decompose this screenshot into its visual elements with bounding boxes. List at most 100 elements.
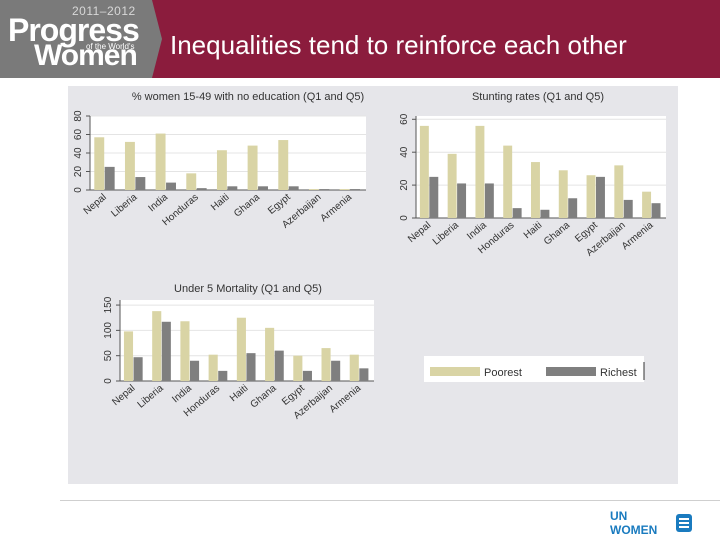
bar-poorest <box>124 141 135 190</box>
un-logo-women-text: WOMEN <box>610 523 657 536</box>
bar-richest <box>288 186 299 190</box>
bar-richest <box>540 209 550 218</box>
bar-richest <box>350 189 360 190</box>
bar-richest <box>359 368 369 381</box>
bar-poorest <box>308 189 319 190</box>
y-tick-label: 100 <box>103 322 114 339</box>
charts-panel: % women 15-49 with no education (Q1 and … <box>68 86 678 484</box>
bar-poorest <box>447 153 457 218</box>
bar-richest <box>246 353 256 381</box>
y-tick-label: 50 <box>103 350 114 362</box>
x-tick-label: Nepal <box>110 383 137 408</box>
x-tick-label: Nepal <box>406 220 433 245</box>
x-tick-label: Egypt <box>266 192 293 217</box>
legend-label-poorest: Poorest <box>484 367 522 379</box>
logo-progress-text: Progress <box>8 12 140 48</box>
x-tick-label: Ghana <box>248 383 278 411</box>
logo-arrow-shape <box>152 0 162 78</box>
logo-ofthe-text: of the World's <box>86 42 135 51</box>
x-tick-label: India <box>146 192 170 215</box>
legend: Poorest Richest <box>424 356 645 382</box>
bar-poorest <box>349 354 359 381</box>
bar-poorest <box>419 125 429 218</box>
bar-poorest <box>642 191 652 218</box>
bar-poorest <box>278 140 289 190</box>
bar-poorest <box>180 321 190 381</box>
bar-richest <box>302 370 312 381</box>
bar-poorest <box>503 145 513 218</box>
x-tick-label: Armenia <box>328 383 364 416</box>
bar-richest <box>227 186 238 190</box>
chart-1: % women 15-49 with no education (Q1 and … <box>73 91 366 231</box>
x-tick-label: Armenia <box>319 192 355 225</box>
x-tick-label: India <box>170 383 194 406</box>
bar-poorest <box>339 189 350 190</box>
x-tick-label: Armenia <box>620 220 656 253</box>
logo-women-text: Women <box>34 39 138 72</box>
chart-3: Under 5 Mortality (Q1 and Q5) 0 50 100 150 Ne… <box>103 283 374 422</box>
logo-years: 2011–2012 <box>72 4 136 18</box>
bar-poorest <box>558 170 568 218</box>
bar-poorest <box>94 137 105 190</box>
legend-label-richest: Richest <box>600 367 637 379</box>
bar-richest <box>133 357 143 381</box>
x-tick-label: Liberia <box>136 383 166 411</box>
charts-svg: % women 15-49 with no education (Q1 and … <box>73 91 666 422</box>
y-tick-label: 20 <box>399 179 410 191</box>
y-tick-label: 0 <box>73 187 84 193</box>
chart-title: % women 15-49 with no education (Q1 and … <box>132 91 364 103</box>
bar-poorest <box>586 175 596 218</box>
x-tick-label: Ghana <box>542 220 572 248</box>
bar-richest <box>258 186 268 190</box>
bar-poorest <box>247 145 258 190</box>
x-tick-label: Haiti <box>209 192 231 213</box>
progress-of-worlds-women-logo: 2011–2012 Progress Women of the World's <box>0 0 152 78</box>
y-tick-label: 80 <box>73 110 84 122</box>
slide-title: Inequalities tend to reinforce each othe… <box>170 30 627 60</box>
chart-2: Stunting rates (Q1 and Q5) 0 20 40 60 NepalLi… <box>399 91 666 259</box>
bar-poorest <box>152 311 162 381</box>
x-tick-label: Liberia <box>431 220 461 248</box>
bar-richest <box>623 199 633 218</box>
chart-title: Under 5 Mortality (Q1 and Q5) <box>174 283 322 295</box>
y-tick-label: 60 <box>73 129 84 141</box>
x-tick-label: Haiti <box>228 383 250 404</box>
bar-poorest <box>186 173 197 190</box>
bar-poorest <box>236 317 246 381</box>
bar-poorest <box>475 125 485 218</box>
legend-swatch-richest <box>546 367 596 376</box>
y-tick-label: 40 <box>73 147 84 159</box>
un-women-logo: UN WOMEN <box>610 509 692 536</box>
y-tick-label: 0 <box>399 215 410 221</box>
y-tick-label: 60 <box>399 113 410 125</box>
un-emblem-icon <box>676 514 692 532</box>
y-tick-label: 150 <box>103 296 114 313</box>
bar-richest <box>189 360 200 381</box>
bottom-divider <box>60 500 720 501</box>
bar-poorest <box>531 162 540 218</box>
bar-poorest <box>216 150 227 190</box>
x-tick-label: Nepal <box>82 192 109 217</box>
bar-richest <box>218 370 228 381</box>
y-tick-label: 20 <box>73 166 84 178</box>
bar-richest <box>568 198 578 218</box>
bar-poorest <box>123 331 134 381</box>
bar-richest <box>135 177 146 190</box>
bar-richest <box>319 189 330 190</box>
bar-poorest <box>208 354 218 381</box>
bar-richest <box>196 188 207 190</box>
bar-poorest <box>265 327 275 381</box>
bar-richest <box>331 360 341 381</box>
x-tick-label: Haiti <box>522 220 544 241</box>
bar-poorest <box>614 165 624 218</box>
bar-richest <box>596 176 605 218</box>
bar-richest <box>484 183 494 218</box>
x-tick-label: Liberia <box>109 192 139 220</box>
y-tick-label: 40 <box>399 146 410 158</box>
bar-richest <box>166 182 176 190</box>
bar-richest <box>512 208 522 218</box>
bar-richest <box>161 321 171 381</box>
bar-poorest <box>321 348 331 381</box>
x-tick-label: Ghana <box>232 192 262 220</box>
legend-swatch-poorest <box>430 367 480 376</box>
